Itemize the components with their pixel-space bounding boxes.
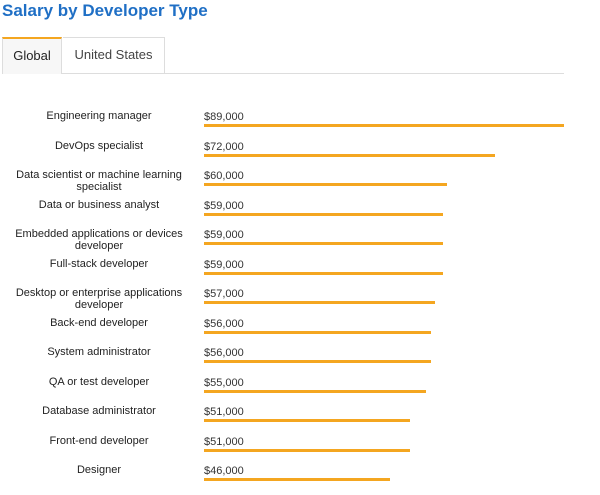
- value-label: $56,000: [204, 347, 244, 359]
- value-label: $55,000: [204, 376, 244, 389]
- value-label: $51,000: [204, 406, 244, 418]
- value-label: $60,000: [204, 170, 244, 182]
- value-label: $46,000: [204, 465, 244, 477]
- salary-bar: [204, 124, 564, 127]
- value-label: $72,000: [204, 140, 244, 153]
- category-label: Data or business analyst: [38, 198, 160, 211]
- value-label: $51,000: [204, 435, 244, 448]
- tab-global[interactable]: Global: [2, 37, 62, 74]
- salary-bar: [204, 271, 443, 275]
- category-label: Embedded applications or devices develop…: [15, 228, 183, 252]
- value-label: $56,000: [204, 317, 244, 330]
- salary-bar: [204, 360, 431, 363]
- tab-united-states[interactable]: United States: [63, 37, 165, 73]
- category-label: Database administrator: [42, 405, 156, 417]
- chart-title: Salary by Developer Type: [2, 1, 208, 20]
- tab-bar: Global United States: [2, 37, 564, 74]
- salary-bar: [204, 389, 426, 393]
- category-label: DevOps specialist: [54, 139, 144, 152]
- value-label: $59,000: [204, 229, 244, 241]
- category-label: Designer: [76, 464, 122, 476]
- salary-bar: [204, 330, 431, 334]
- category-label: Front-end developer: [49, 434, 149, 447]
- category-label: Back-end developer: [50, 316, 148, 329]
- salary-bar: [204, 153, 495, 157]
- salary-bar: [204, 478, 390, 481]
- value-label: $57,000: [204, 288, 244, 300]
- salary-bar: [204, 301, 435, 304]
- category-label: System administrator: [47, 346, 151, 358]
- salary-bar: [204, 419, 410, 422]
- value-label: $59,000: [204, 258, 244, 271]
- value-label: $59,000: [204, 199, 244, 212]
- category-label: QA or test developer: [48, 375, 150, 388]
- category-label: Data scientist or machine learning speci…: [16, 169, 182, 193]
- category-label: Full-stack developer: [49, 257, 149, 270]
- salary-bar: [204, 183, 447, 186]
- salary-bar: [204, 448, 410, 452]
- category-label: Desktop or enterprise applications devel…: [15, 287, 183, 311]
- salary-bar: [204, 212, 443, 216]
- value-label: $89,000: [204, 111, 244, 123]
- salary-bar: [204, 242, 443, 245]
- category-label: Engineering manager: [46, 110, 152, 122]
